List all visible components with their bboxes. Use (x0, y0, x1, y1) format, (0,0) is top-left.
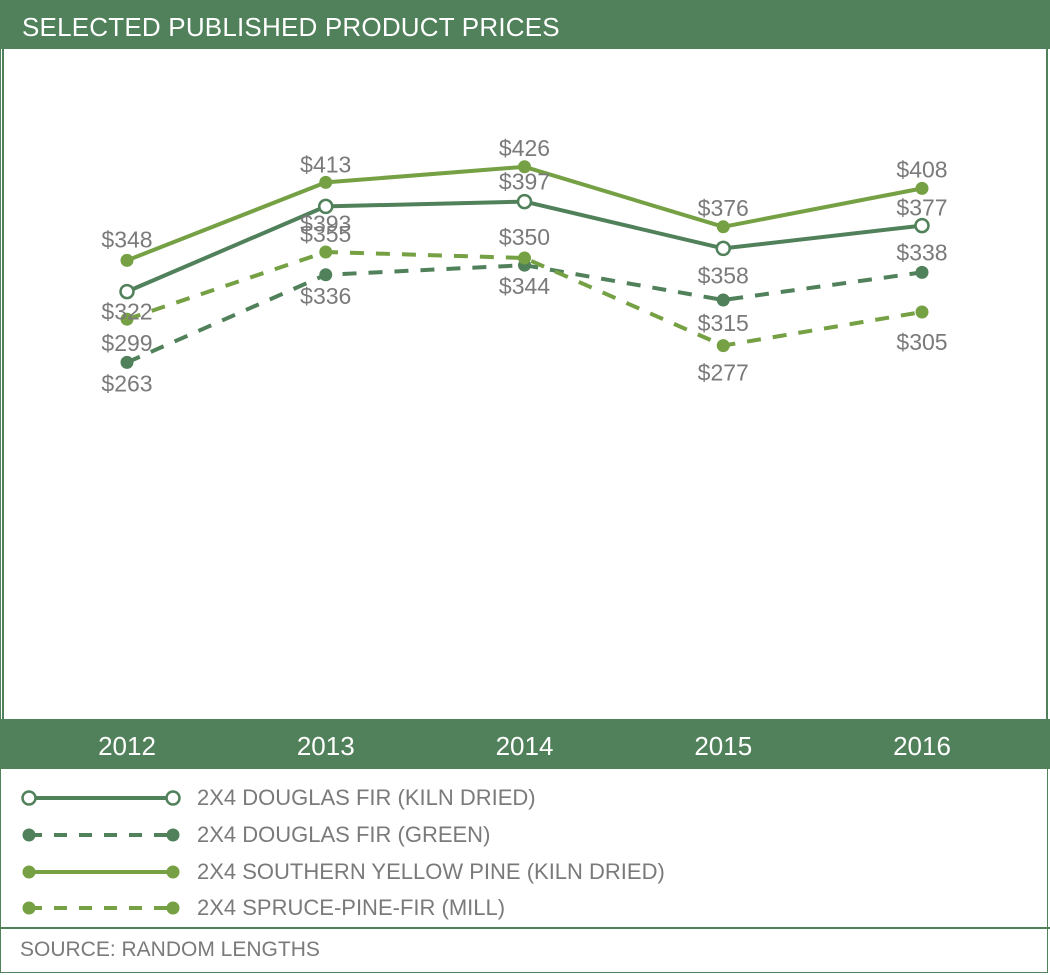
legend-label-2: 2X4 DOUGLAS FIR (GREEN) (197, 822, 491, 847)
legend-swatch-3 (22, 865, 180, 879)
legend-swatch-2 (22, 828, 180, 842)
source-note: SOURCE: RANDOM LENGTHS (20, 938, 320, 961)
legend-item-1: 2X4 DOUGLAS FIR (KILN DRIED) (0, 780, 1050, 816)
data-point-s4-2016 (915, 305, 929, 319)
legend-swatch-4 (22, 901, 180, 915)
data-label-s2-2014: $344 (499, 273, 550, 299)
data-label-s4-2012: $299 (101, 330, 152, 356)
data-point-s4-2014 (518, 251, 531, 265)
data-point-s1-2012 (119, 283, 135, 300)
x-axis-bar: 2012 2013 2014 2015 2016 (0, 719, 1050, 769)
data-label-s2-2012: $263 (101, 370, 152, 396)
data-point-s4-2012 (120, 312, 134, 326)
legend-marker-2-1 (22, 828, 36, 842)
legend-swatch-1 (21, 790, 181, 806)
data-point-s2-2012 (120, 355, 134, 369)
data-point-s4-2013 (319, 245, 333, 259)
data-point-s2-2016 (915, 265, 929, 279)
data-label-s4-2014: $350 (499, 224, 550, 250)
data-point-s4-2015 (716, 339, 730, 353)
data-label-s1-2013: $393 (300, 210, 351, 236)
line-chart: $322 $393 $397 $358 $377 $263 $336 $344 $315 $338… (101, 135, 947, 397)
series-line-4 (126, 250, 923, 348)
data-label-s4-2016: $305 (896, 329, 947, 355)
data-label-s4-2015: $277 (698, 360, 749, 386)
x-tick-label-2015: 2015 (694, 731, 753, 761)
legend-item-4: 2X4 SPRUCE-PINE-FIR (MILL) (0, 890, 1050, 926)
data-label-s2-2013: $336 (300, 283, 351, 309)
data-point-s1-2015 (715, 240, 731, 257)
data-label-s3-2012: $348 (101, 226, 152, 252)
legend-marker-3-2 (166, 865, 180, 879)
data-label-s1-2015: $358 (698, 262, 749, 288)
legend-marker-1-1 (21, 790, 37, 806)
data-point-s3-2014 (518, 160, 531, 174)
legend-label-1: 2X4 DOUGLAS FIR (KILN DRIED) (197, 785, 536, 810)
footer-divider (0, 927, 1050, 929)
data-label-s2-2015: $315 (698, 310, 749, 336)
legend-item-3: 2X4 SOUTHERN YELLOW PINE (KILN DRIED) (0, 854, 1050, 890)
data-label-s3-2016: $408 (896, 156, 947, 182)
data-label-s3-2013: $413 (300, 151, 351, 177)
chart-title: SELECTED PUBLISHED PRODUCT PRICES (22, 12, 560, 42)
data-point-s3-2013 (319, 175, 333, 189)
title-bar: SELECTED PUBLISHED PRODUCT PRICES (0, 0, 1050, 49)
data-label-s2-2016: $338 (896, 239, 947, 265)
data-point-s1-2016 (914, 217, 930, 234)
data-label-s3-2015: $376 (698, 195, 749, 221)
data-point-s3-2016 (915, 181, 929, 195)
legend-marker-4-2 (166, 901, 180, 915)
data-label-s1-2014: $397 (499, 169, 550, 195)
data-label-s1-2012: $322 (101, 299, 152, 325)
data-point-s1-2013 (318, 198, 334, 215)
legend-item-2: 2X4 DOUGLAS FIR (GREEN) (0, 817, 1050, 853)
legend: 2X4 DOUGLAS FIR (KILN DRIED) 2X4 DOUGLAS … (0, 769, 1050, 927)
data-point-s2-2015 (716, 293, 730, 307)
data-label-s4-2013: $355 (300, 221, 351, 247)
data-label-s3-2014: $426 (499, 135, 550, 161)
x-tick-label-2014: 2014 (495, 731, 554, 761)
data-point-s3-2012 (120, 253, 134, 267)
legend-marker-3-1 (22, 865, 36, 879)
x-tick-label-2012: 2012 (98, 731, 156, 761)
plot-area (2, 49, 1048, 719)
legend-marker-2-2 (166, 828, 180, 842)
legend-label-3: 2X4 SOUTHERN YELLOW PINE (KILN DRIED) (197, 859, 665, 884)
x-tick-label-2016: 2016 (893, 731, 951, 761)
legend-marker-1-2 (165, 790, 181, 806)
data-point-s3-2015 (716, 220, 730, 234)
legend-marker-4-1 (22, 901, 36, 915)
data-point-s1-2014 (516, 193, 533, 210)
data-label-s1-2016: $377 (896, 195, 947, 221)
data-point-s2-2013 (319, 268, 333, 282)
x-tick-label-2013: 2013 (296, 731, 355, 761)
legend-label-4: 2X4 SPRUCE-PINE-FIR (MILL) (197, 895, 506, 920)
